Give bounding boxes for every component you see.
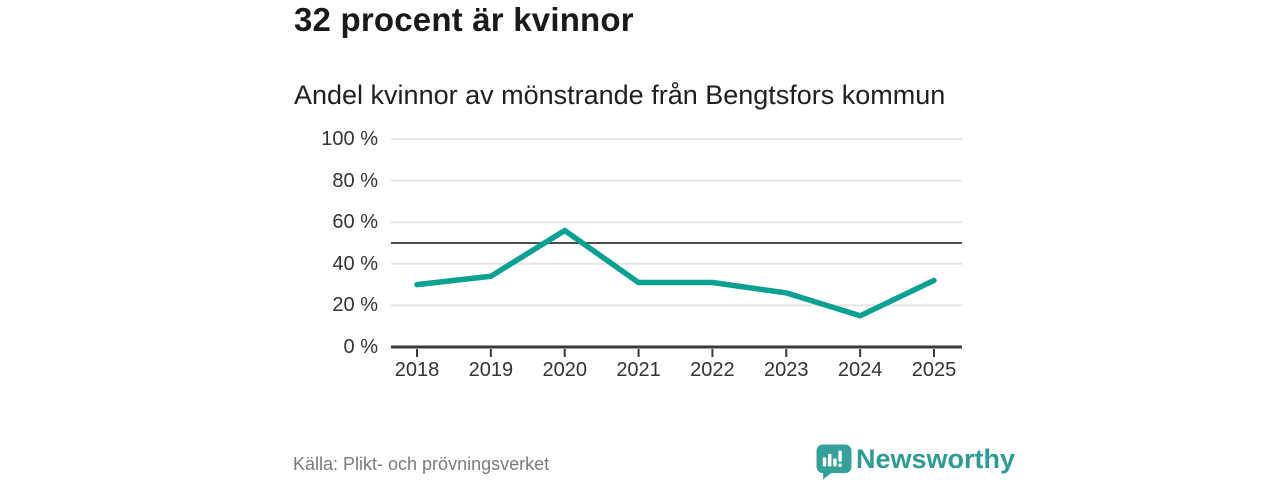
y-axis-label: 0 %	[343, 336, 378, 358]
exclamation-dot	[838, 463, 842, 467]
y-axis-label: 60 %	[332, 211, 378, 234]
x-axis-label: 2019	[468, 359, 514, 381]
y-axis-label: 100 %	[321, 128, 378, 150]
x-axis-label: 2025	[911, 359, 957, 381]
y-axis-label: 40 %	[332, 252, 378, 275]
x-axis-label: 2018	[394, 359, 440, 381]
x-axis-label: 2024	[837, 359, 883, 381]
source-attribution: Källa: Plikt- och prövningsverket	[293, 454, 550, 474]
y-axis-label: 20 %	[332, 294, 378, 317]
y-axis-label: 80 %	[332, 169, 378, 192]
x-axis-label: 2021	[616, 359, 661, 381]
bar-1	[822, 457, 827, 467]
page-title: 32 procent är kvinnor	[294, 1, 634, 38]
x-axis-label: 2022	[690, 359, 735, 381]
exclamation-bar	[838, 450, 842, 462]
brand-name: Newsworthy	[856, 444, 1016, 474]
trend-line	[414, 227, 937, 319]
bar-2	[827, 453, 832, 467]
bar-3	[833, 458, 837, 467]
x-axis-label: 2020	[542, 359, 587, 381]
newsworthy-logo-icon	[816, 444, 852, 480]
x-axis-label: 2023	[764, 359, 809, 381]
chart-subtitle: Andel kvinnor av mönstrande från Bengtsf…	[294, 80, 946, 110]
